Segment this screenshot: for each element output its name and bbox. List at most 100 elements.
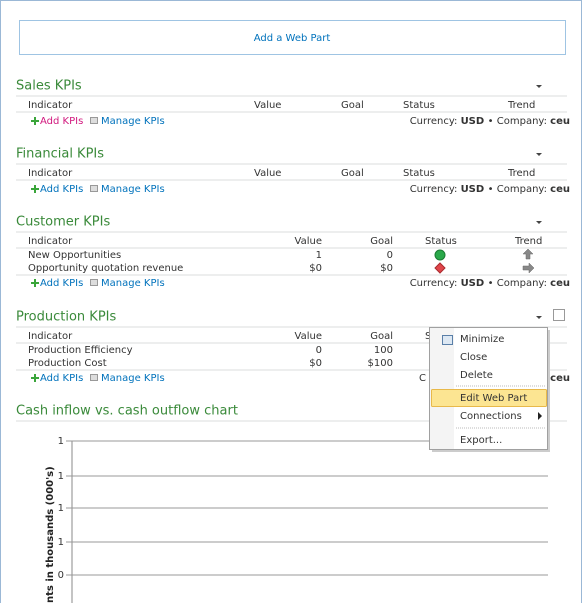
y-tick-label: 1 xyxy=(58,537,64,548)
column-header: Indicator xyxy=(28,100,73,111)
column-header: Status xyxy=(425,236,457,247)
separator: • xyxy=(488,116,497,127)
company: ceu xyxy=(550,373,570,384)
manage-kpis[interactable]: Manage KPIs xyxy=(101,184,165,195)
column-header: Status xyxy=(403,168,435,179)
menu-item[interactable]: Connections xyxy=(460,411,522,422)
section-menu-arrow[interactable] xyxy=(536,85,542,88)
y-axis-label: nts in thousands (000's) xyxy=(45,466,56,603)
column-header: Trend xyxy=(514,236,542,247)
company-label: Company: xyxy=(497,278,550,289)
currency: USD xyxy=(461,116,488,127)
section-title: Production KPIs xyxy=(16,310,116,325)
column-header: Indicator xyxy=(28,236,73,247)
kpi-cell: Production Efficiency xyxy=(28,345,133,356)
manage-icon xyxy=(90,117,98,124)
section-menu-arrow[interactable] xyxy=(536,316,542,319)
status-green xyxy=(434,249,446,261)
manage-kpis[interactable]: Manage KPIs xyxy=(101,116,165,127)
menu-item[interactable]: Edit Web Part xyxy=(460,393,527,404)
currency-label: C xyxy=(419,373,426,384)
add-kpis[interactable]: Add KPIs xyxy=(40,116,83,127)
company-label: Company: xyxy=(497,116,550,127)
add-icon xyxy=(31,279,39,287)
add-icon xyxy=(31,374,39,382)
y-tick-label: 1 xyxy=(58,471,64,482)
kpi-cell: $0 xyxy=(309,358,322,369)
column-header: Indicator xyxy=(28,331,73,342)
y-tick-label: 1 xyxy=(58,503,64,514)
kpi-cell: New Opportunities xyxy=(28,250,121,261)
currency-label: Currency: xyxy=(410,116,461,127)
checkbox[interactable] xyxy=(553,309,565,321)
kpi-cell: $0 xyxy=(309,263,322,274)
column-header: S xyxy=(425,331,431,342)
add-icon xyxy=(31,117,39,125)
menu-item[interactable]: Delete xyxy=(460,370,493,381)
add-web-part[interactable]: Add a Web Part xyxy=(254,33,331,44)
add-web-part-box[interactable] xyxy=(19,20,566,55)
menu-icon xyxy=(442,335,453,345)
column-header: Goal xyxy=(341,168,364,179)
column-header: Trend xyxy=(507,168,535,179)
kpi-cell: 0 xyxy=(387,250,393,261)
menu-item[interactable]: Minimize xyxy=(460,334,504,345)
manage-kpis[interactable]: Manage KPIs xyxy=(101,373,165,384)
menu-highlight xyxy=(431,389,547,407)
currency: USD xyxy=(461,184,488,195)
currency: USD xyxy=(461,278,488,289)
kpi-cell: $100 xyxy=(368,358,393,369)
company: ceu xyxy=(550,184,570,195)
section-title: Sales KPIs xyxy=(16,79,82,94)
kpi-cell: 0 xyxy=(316,345,322,356)
column-header: Indicator xyxy=(28,168,73,179)
currency-company: Currency: USD • Company: ceu xyxy=(410,116,570,127)
manage-icon xyxy=(90,279,98,286)
section-menu-arrow[interactable] xyxy=(536,153,542,156)
column-header: Value xyxy=(254,168,281,179)
add-icon xyxy=(31,185,39,193)
section-title: Financial KPIs xyxy=(16,147,104,162)
menu-gutter xyxy=(430,328,454,449)
column-header: Value xyxy=(295,236,322,247)
kpi-cell: $0 xyxy=(380,263,393,274)
y-tick-label: 1 xyxy=(58,436,64,447)
currency-label: Currency: xyxy=(410,184,461,195)
section-title: Customer KPIs xyxy=(16,215,110,230)
separator: • xyxy=(488,184,497,195)
company: ceu xyxy=(550,116,570,127)
kpi-cell: Opportunity quotation revenue xyxy=(28,263,183,274)
submenu-arrow xyxy=(538,412,542,420)
manage-kpis[interactable]: Manage KPIs xyxy=(101,278,165,289)
status-red xyxy=(434,262,446,274)
column-header: Goal xyxy=(370,236,393,247)
company-label: Company: xyxy=(497,184,550,195)
currency-company: Currency: USD • Company: ceu xyxy=(410,278,570,289)
column-header: Goal xyxy=(370,331,393,342)
column-header: Value xyxy=(295,331,322,342)
trend-up xyxy=(522,248,534,260)
column-header: Value xyxy=(254,100,281,111)
add-kpis[interactable]: Add KPIs xyxy=(40,184,83,195)
menu-item[interactable]: Close xyxy=(460,352,487,363)
add-kpis[interactable]: Add KPIs xyxy=(40,373,83,384)
add-kpis[interactable]: Add KPIs xyxy=(40,278,83,289)
column-header: Trend xyxy=(507,100,535,111)
currency-label: Currency: xyxy=(410,278,461,289)
separator: • xyxy=(488,278,497,289)
column-header: Goal xyxy=(341,100,364,111)
currency-company: Currency: USD • Company: ceu xyxy=(410,184,570,195)
manage-icon xyxy=(90,374,98,381)
menu-item[interactable]: Export... xyxy=(460,435,502,446)
y-tick-label: 0 xyxy=(58,570,64,581)
manage-icon xyxy=(90,185,98,192)
kpi-cell: 1 xyxy=(316,250,322,261)
section-menu-arrow[interactable] xyxy=(536,221,542,224)
company: ceu xyxy=(550,278,570,289)
kpi-cell: Production Cost xyxy=(28,358,107,369)
trend-right xyxy=(522,262,535,274)
chart-title: Cash inflow vs. cash outflow chart xyxy=(16,404,238,419)
